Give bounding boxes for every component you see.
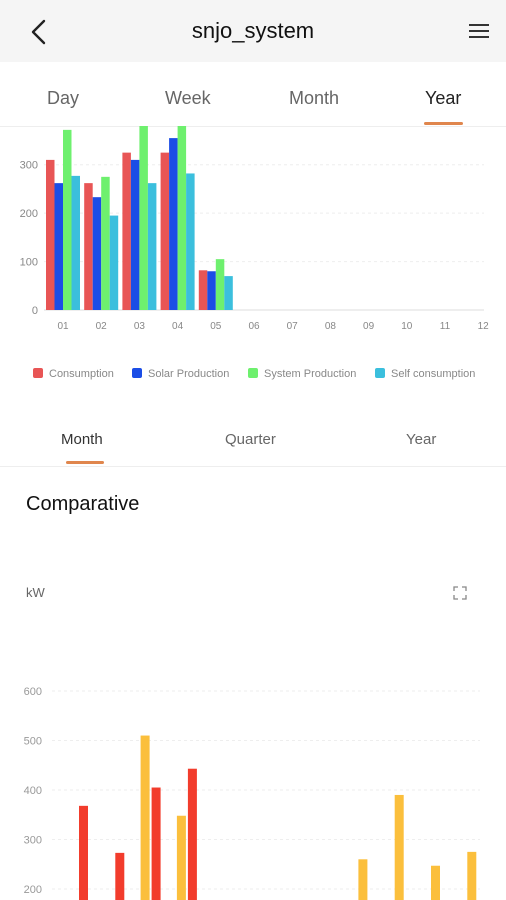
bar[interactable] xyxy=(431,865,440,900)
bar[interactable] xyxy=(115,852,125,900)
x-tick-label: 07 xyxy=(287,321,299,332)
legend-item-consumption[interactable]: Consumption xyxy=(33,368,114,380)
x-tick-label: 01 xyxy=(57,321,69,332)
x-tick-label: 06 xyxy=(248,321,260,332)
x-tick-label: 09 xyxy=(363,321,375,332)
bar[interactable] xyxy=(130,159,140,310)
tab-range-year[interactable]: Year xyxy=(406,431,437,448)
legend-label: Self consumption xyxy=(391,368,476,380)
bar[interactable] xyxy=(176,815,186,900)
page-title: snjo_system xyxy=(191,18,315,43)
bar[interactable] xyxy=(198,270,208,310)
tab-day[interactable]: Day xyxy=(47,88,80,108)
bar[interactable] xyxy=(177,126,187,310)
bar[interactable] xyxy=(79,805,88,900)
y-tick-label: 300 xyxy=(20,160,38,172)
active-tab-indicator xyxy=(424,122,463,125)
active-range-indicator xyxy=(66,461,104,464)
chart-legend: Consumption Solar Production System Prod… xyxy=(0,360,506,388)
x-tick-label: 05 xyxy=(210,321,222,332)
bar[interactable] xyxy=(109,215,119,310)
y-tick-label: 0 xyxy=(32,305,38,317)
period-tabs: Day Week Month Year xyxy=(0,62,506,127)
legend-swatch xyxy=(33,368,43,378)
x-tick-label: 04 xyxy=(172,321,184,332)
legend-item-solar-production[interactable]: Solar Production xyxy=(132,368,229,380)
bar[interactable] xyxy=(224,276,233,310)
y-tick-label: 400 xyxy=(24,785,42,797)
yearly-energy-chart: 0 100 200 300 01 02 03 04 05 06 07 08 09 10 11 12 xyxy=(20,126,490,332)
bar[interactable] xyxy=(122,152,131,310)
bar[interactable] xyxy=(394,794,404,900)
bar[interactable] xyxy=(160,152,170,310)
legend-swatch xyxy=(132,368,142,378)
legend-item-self-consumption[interactable]: Self consumption xyxy=(375,368,475,380)
legend-swatch xyxy=(248,368,258,378)
bar[interactable] xyxy=(207,271,216,310)
tab-month[interactable]: Month xyxy=(289,88,340,108)
fullscreen-icon xyxy=(453,586,467,600)
bar[interactable] xyxy=(169,138,178,310)
tab-range-month[interactable]: Month xyxy=(61,431,103,448)
unit-label: kW xyxy=(26,585,45,600)
bar[interactable] xyxy=(54,183,64,310)
x-tick-label: 03 xyxy=(134,321,146,332)
bar[interactable] xyxy=(147,183,157,310)
legend-item-system-production[interactable]: System Production xyxy=(248,368,356,380)
bar[interactable] xyxy=(151,787,161,900)
y-tick-label: 300 xyxy=(24,835,42,847)
range-tabs: Month Quarter Year xyxy=(0,410,506,467)
comparative-title: Comparative xyxy=(26,493,140,515)
bar[interactable] xyxy=(186,173,195,310)
bar[interactable] xyxy=(139,126,148,310)
x-tick-label: 08 xyxy=(325,321,337,332)
back-button[interactable] xyxy=(22,14,56,50)
y-tick-label: 200 xyxy=(24,884,42,896)
tab-range-quarter[interactable]: Quarter xyxy=(225,431,276,448)
y-tick-label: 200 xyxy=(20,208,38,220)
y-tick-label: 100 xyxy=(20,257,38,269)
bar[interactable] xyxy=(63,129,72,310)
legend-label: Consumption xyxy=(49,368,114,380)
bar[interactable] xyxy=(92,197,102,310)
x-tick-label: 10 xyxy=(401,321,413,332)
x-tick-label: 12 xyxy=(478,321,490,332)
legend-swatch xyxy=(375,368,385,378)
tab-week[interactable]: Week xyxy=(165,88,211,108)
y-tick-label: 500 xyxy=(24,736,42,748)
bar[interactable] xyxy=(84,183,93,310)
x-tick-label: 02 xyxy=(96,321,108,332)
bar[interactable] xyxy=(215,259,225,310)
expand-button[interactable] xyxy=(451,584,469,602)
tab-year[interactable]: Year xyxy=(425,88,462,108)
bar[interactable] xyxy=(358,859,368,900)
x-tick-label: 11 xyxy=(440,321,451,332)
legend-label: Solar Production xyxy=(148,368,230,380)
legend-label: System Production xyxy=(264,368,357,380)
app-header: snjo_system xyxy=(0,0,506,62)
bar[interactable] xyxy=(101,176,110,310)
bar[interactable] xyxy=(71,175,81,310)
hamburger-menu-icon xyxy=(469,24,489,38)
chevron-left-icon xyxy=(31,19,46,45)
menu-button[interactable] xyxy=(466,18,492,44)
y-tick-label: 600 xyxy=(24,686,42,698)
bar[interactable] xyxy=(187,768,197,900)
comparative-chart: 200 300 400 500 600 xyxy=(24,686,480,900)
bar[interactable] xyxy=(467,851,477,900)
bar[interactable] xyxy=(140,735,150,900)
bar[interactable] xyxy=(46,159,55,310)
